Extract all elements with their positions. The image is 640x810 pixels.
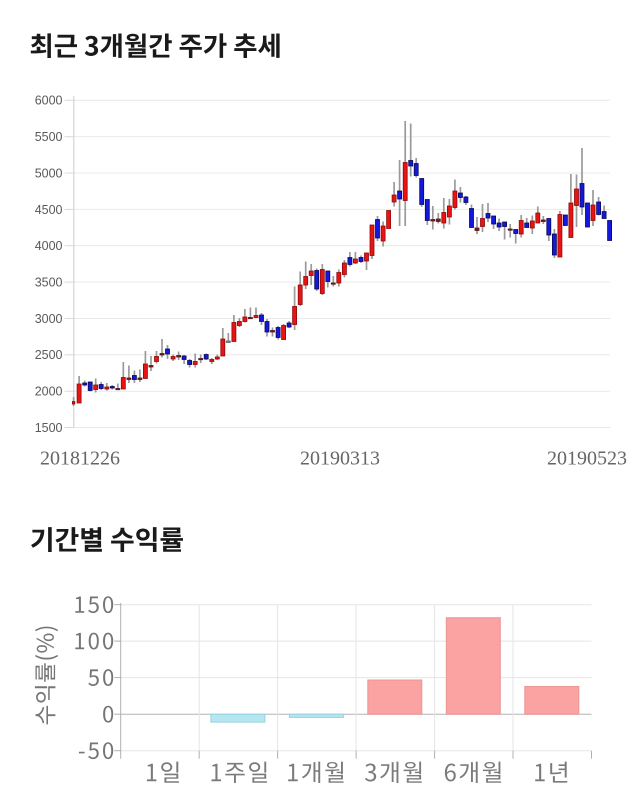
svg-text:6000: 6000 — [35, 94, 63, 108]
svg-text:4500: 4500 — [35, 203, 63, 217]
svg-text:20190523: 20190523 — [547, 448, 627, 470]
svg-text:20181226: 20181226 — [40, 448, 120, 470]
svg-text:5500: 5500 — [35, 130, 63, 144]
svg-text:4000: 4000 — [35, 239, 63, 253]
svg-text:2000: 2000 — [35, 385, 63, 399]
svg-text:3000: 3000 — [35, 312, 63, 326]
svg-text:5000: 5000 — [35, 166, 63, 180]
svg-text:1500: 1500 — [35, 421, 63, 435]
svg-text:20190313: 20190313 — [300, 448, 380, 470]
svg-text:2500: 2500 — [35, 348, 63, 362]
svg-text:3500: 3500 — [35, 276, 63, 290]
